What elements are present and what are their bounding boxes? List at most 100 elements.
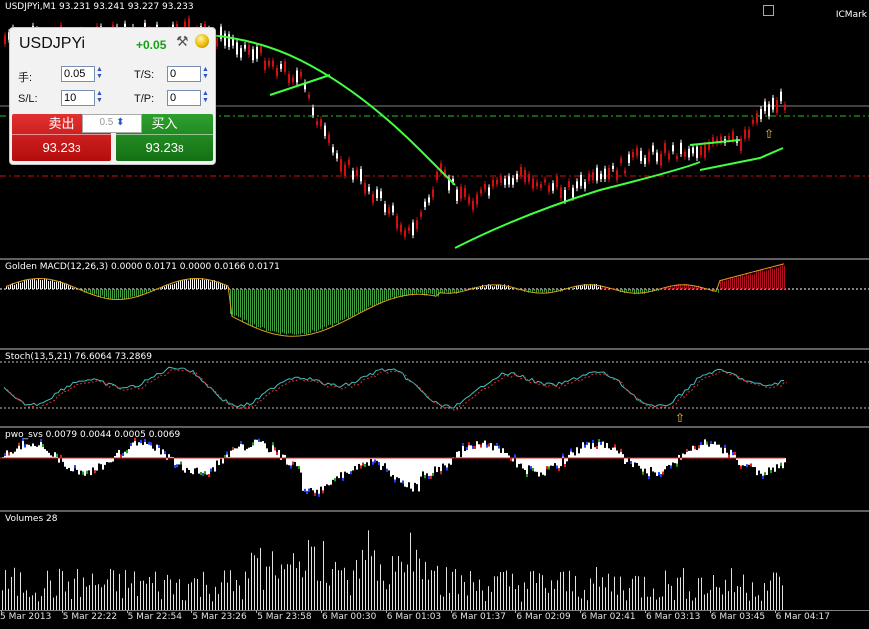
macd-histogram-bar <box>696 287 697 289</box>
candle-body <box>756 113 758 123</box>
sl-spinner-icon[interactable]: ▲ ▼ <box>96 90 103 104</box>
macd-histogram-bar <box>40 280 41 289</box>
pwo-bar <box>440 458 442 472</box>
macd-histogram-bar <box>410 289 411 294</box>
tp-input[interactable]: 0 <box>167 90 201 106</box>
macd-histogram-bar <box>750 273 751 289</box>
macd-histogram-bar <box>282 289 283 333</box>
slippage-spinner-icon[interactable]: ⬍ <box>116 117 125 128</box>
macd-histogram-bar <box>538 289 539 293</box>
volume-bar <box>50 580 51 610</box>
candle-body <box>312 107 314 116</box>
pwo-marker <box>158 444 160 448</box>
pwo-marker <box>526 474 528 478</box>
macd-histogram-bar <box>590 284 591 289</box>
pwo-bar <box>340 458 342 473</box>
volume-bar <box>38 601 39 610</box>
ts-spinner-icon[interactable]: ▲ ▼ <box>202 66 209 80</box>
macd-histogram-bar <box>66 283 67 289</box>
macd-histogram-bar <box>466 289 467 291</box>
pwo-bar <box>698 448 700 458</box>
pwo-bar <box>180 458 182 462</box>
lot-input[interactable]: 0.05 <box>61 66 95 82</box>
tp-spinner-icon[interactable]: ▲ ▼ <box>202 90 209 104</box>
pwo-bar <box>76 458 78 470</box>
volume-bar <box>287 564 288 610</box>
macd-histogram-bar <box>256 289 257 328</box>
candle-body <box>256 46 258 59</box>
pwo-bar <box>306 458 308 491</box>
pwo-bar <box>416 458 418 485</box>
macd-histogram-bar <box>152 289 153 290</box>
candle-body <box>424 201 426 208</box>
pwo-bar <box>540 458 542 473</box>
macd-histogram-bar <box>124 289 125 300</box>
lot-spinner-icon[interactable]: ▲ ▼ <box>96 66 103 80</box>
volume-bar <box>443 596 444 610</box>
pwo-bar <box>784 458 786 463</box>
macd-histogram-bar <box>674 285 675 289</box>
macd-histogram-bar <box>488 284 489 289</box>
pwo-bar <box>556 458 558 466</box>
ts-label: T/S: <box>134 69 155 81</box>
sl-input[interactable]: 10 <box>61 90 95 106</box>
pane-separator[interactable] <box>0 348 869 350</box>
pane-separator[interactable] <box>0 258 869 260</box>
pwo-marker <box>272 442 274 446</box>
volume-bar <box>113 570 114 610</box>
volume-bar <box>71 599 72 610</box>
pwo-bar <box>92 458 94 468</box>
pwo-marker <box>514 454 516 458</box>
candle-body <box>704 144 706 158</box>
one-click-trading-panel[interactable]: USDJPYi +0.05 ⚒ 手: 0.05 ▲ ▼ T/S: 0 ▲ ▼ S/L… <box>9 27 216 165</box>
macd-histogram-bar <box>460 289 461 291</box>
volume-bar <box>341 570 342 610</box>
coin-icon[interactable] <box>195 34 209 48</box>
volume-pane[interactable]: Volumes 28 <box>0 512 869 610</box>
macd-histogram-bar <box>38 278 39 289</box>
candle-body <box>276 67 278 77</box>
pwo-bar <box>424 458 426 476</box>
volume-bar <box>374 550 375 610</box>
time-axis-label: 6 Mar 04:17 <box>775 612 830 622</box>
macd-histogram-bar <box>236 289 237 316</box>
pwo-bar <box>46 450 48 458</box>
candle-body <box>492 179 494 187</box>
macd-histogram-bar <box>580 285 581 289</box>
slippage-input[interactable]: 0.5 ⬍ <box>82 114 142 133</box>
pwo-marker <box>386 468 388 472</box>
pwo-marker <box>276 451 278 455</box>
pane-separator[interactable] <box>0 426 869 428</box>
ts-input[interactable]: 0 <box>167 66 201 82</box>
pwo-pane[interactable]: pwo_svs 0.0079 0.0044 0.0005 0.0069 <box>0 428 869 510</box>
macd-histogram-bar <box>670 285 671 289</box>
macd-pane[interactable]: Golden MACD(12,26,3) 0.0000 0.0171 0.000… <box>0 260 869 348</box>
pwo-marker <box>144 438 146 442</box>
macd-histogram-bar <box>280 289 281 335</box>
macd-histogram-bar <box>194 278 195 289</box>
volume-bar <box>260 547 261 610</box>
close-chart-icon[interactable] <box>763 5 774 16</box>
pwo-bar <box>290 458 292 466</box>
pwo-marker <box>232 446 234 450</box>
candle-body <box>288 74 290 84</box>
macd-histogram-bar <box>196 279 197 289</box>
macd-histogram-bar <box>746 273 747 289</box>
candle-body <box>308 94 310 98</box>
macd-histogram-bar <box>32 279 33 289</box>
macd-histogram-bar <box>770 267 771 289</box>
candle-body <box>360 169 362 182</box>
pwo-bar <box>580 448 582 458</box>
macd-histogram-bar <box>758 271 759 289</box>
stoch-label: Stoch(13,5,21) 76.6064 73.2869 <box>5 352 152 362</box>
pwo-bar <box>654 458 656 473</box>
tools-icon[interactable]: ⚒ <box>176 33 189 49</box>
pane-separator[interactable] <box>0 510 869 512</box>
pwo-marker <box>724 444 726 448</box>
macd-histogram-bar <box>414 289 415 294</box>
macd-histogram-bar <box>376 289 377 305</box>
macd-histogram-bar <box>310 289 311 333</box>
volume-bar <box>203 571 204 610</box>
volume-bar <box>407 564 408 610</box>
stoch-pane[interactable]: Stoch(13,5,21) 76.6064 73.2869 ⇧ <box>0 350 869 426</box>
